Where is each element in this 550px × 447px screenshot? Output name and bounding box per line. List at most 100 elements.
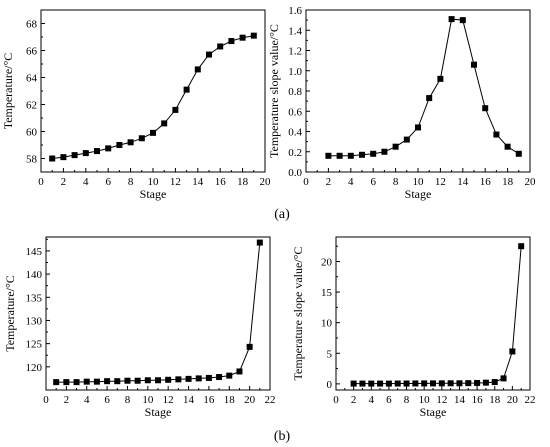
chart-a-left: 0 2 4 6 8 10 12 14 16 18 20586062646668StageTemper… [1,9,271,201]
x-tick-label: 16 [472,394,484,406]
x-tick-label: 14 [454,394,466,406]
chart-a-right: 0 2 4 6 8 10 12 14 16 18 20 0.0 0.2 0.4 0.6 0.8 1.0 1.2 1.… [267,5,536,201]
data-point [161,120,168,127]
data-point [60,154,67,161]
data-point [430,380,436,387]
data-point [228,38,235,45]
x-tick-label: 6 [105,176,111,188]
plot-frame [45,236,271,391]
data-point [183,86,190,93]
data-point [93,378,100,385]
data-point [217,43,224,50]
x-tick-label: 14 [457,176,469,188]
data-point [426,95,433,102]
x-tick-label: 4 [84,394,90,406]
x-tick-label: 4 [348,176,354,188]
y-tick-label: 66 [26,46,38,58]
x-tick-label: 12 [170,176,181,188]
x-tick-label: 8 [128,176,134,188]
x-tick-label: 18 [489,394,501,406]
x-tick-label: 16 [203,394,215,406]
data-point [325,152,332,159]
data-point [246,343,253,350]
x-tick-label: 18 [224,394,236,406]
x-tick-label: 16 [480,176,492,188]
y-tick-label: 0.8 [288,86,302,98]
x-tick-label: 2 [61,176,67,188]
data-point [195,375,202,382]
y-tick-label: 125 [26,339,43,351]
data-point [381,148,388,155]
x-tick-label: 10 [142,394,154,406]
data-point [216,374,223,381]
y-axis-label: Temperature slope value/°C [291,247,305,381]
series-line [52,35,254,159]
data-point [385,380,392,387]
x-tick-label: 8 [393,176,399,188]
data-point [105,145,112,152]
y-axis-label: Temperature/°C [3,275,17,352]
x-tick-label: 8 [404,394,410,406]
x-tick-label: 4 [83,176,89,188]
data-point [138,135,145,142]
y-tick-label: 0.2 [288,147,302,159]
chart-b-left: 0 2 4 6 8 10 12 14 16 18 20 22 120 125 130 135 140 145 Sta… [3,236,276,419]
series-line [353,246,522,385]
data-point [394,380,401,387]
data-point [256,239,263,246]
data-point [482,105,489,112]
x-tick-label: 4 [369,394,375,406]
x-axis-label: Stage [420,405,447,419]
y-tick-label: 120 [26,362,43,374]
data-point [250,32,257,39]
data-point [205,374,212,381]
data-point [226,372,233,379]
data-point [83,378,90,385]
data-point [165,376,172,383]
y-tick-label: 58 [26,154,38,166]
data-point [53,379,60,386]
y-tick-label: 0.4 [288,127,302,139]
data-point [150,129,156,136]
y-tick-label: 0 [327,379,333,391]
data-point [127,139,134,146]
x-tick-label: 10 [148,176,160,188]
data-point [239,34,246,41]
data-point [504,143,511,150]
data-point [347,152,354,159]
data-point [206,51,212,58]
y-tick-label: 135 [26,292,43,304]
x-axis-label: Stage [145,405,172,419]
x-tick-label: 6 [386,394,392,406]
data-point [175,376,182,383]
x-tick-label: 16 [215,176,227,188]
data-point [471,61,477,68]
data-point [114,378,121,385]
x-tick-label: 0 [333,394,339,406]
y-tick-label: 1.0 [288,66,302,78]
data-point [465,380,472,387]
data-point [509,348,516,355]
x-tick-label: 0 [303,176,309,188]
y-tick-label: 1.4 [288,25,302,37]
y-tick-label: 145 [26,246,43,258]
y-tick-label: 68 [26,19,38,31]
data-point [94,148,100,155]
x-tick-label: 10 [419,394,431,406]
data-point [236,368,243,375]
data-point [49,155,56,162]
data-point [493,131,500,138]
data-point [73,379,80,386]
data-point [359,380,366,387]
data-point [421,380,428,387]
data-point [377,380,384,387]
x-axis-label: Stage [140,187,167,201]
data-point [155,377,161,384]
y-axis-label: Temperature/°C [1,53,15,130]
y-tick-label: 1.6 [288,5,302,17]
data-point [491,379,498,386]
data-point [500,375,507,382]
x-tick-label: 2 [64,394,70,406]
data-point [459,17,466,24]
x-tick-label: 2 [326,176,332,188]
